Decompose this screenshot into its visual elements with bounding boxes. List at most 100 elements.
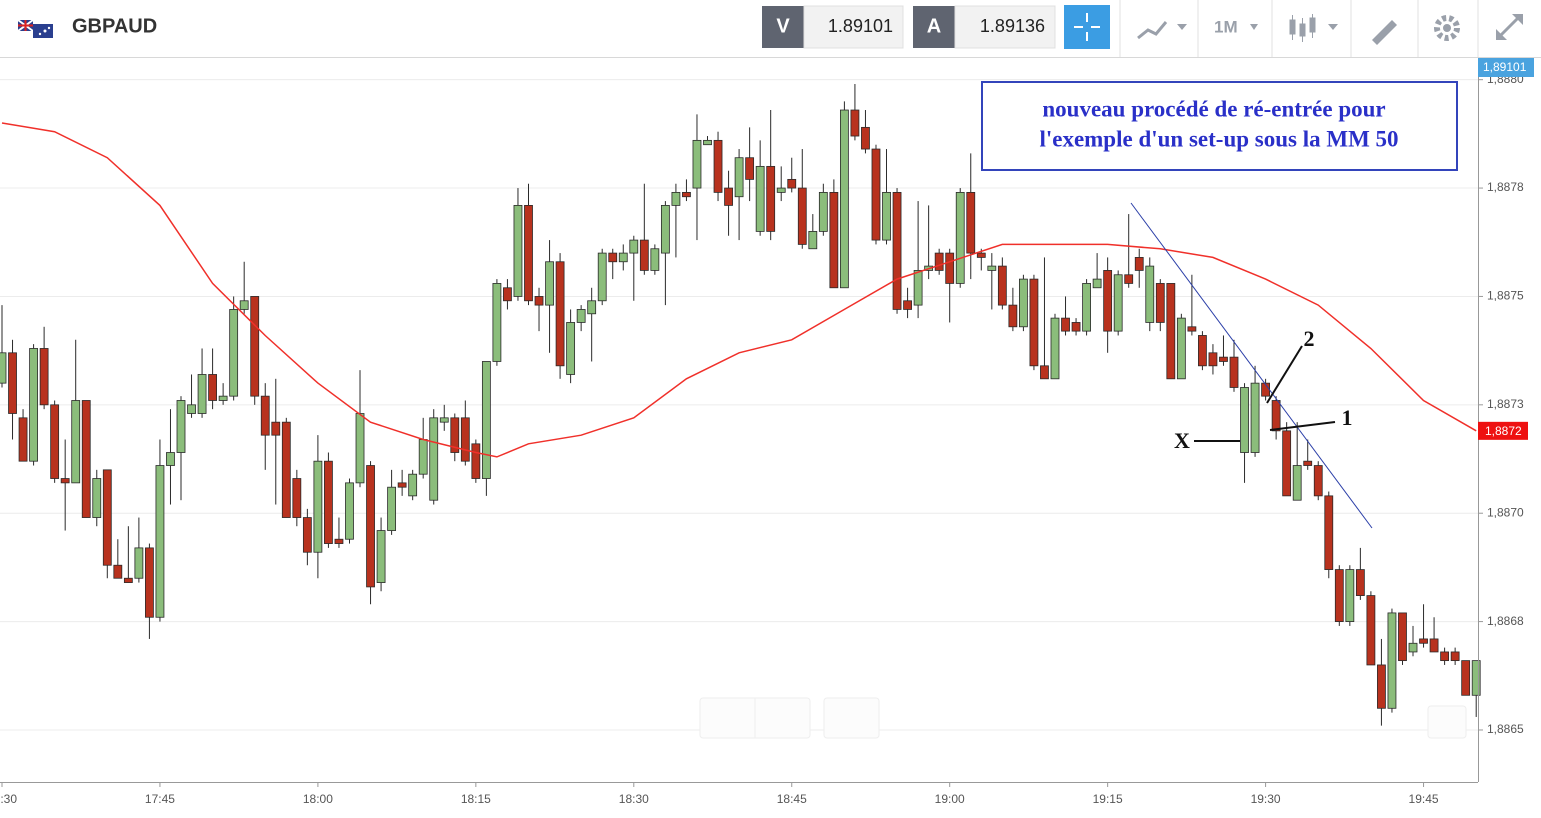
candle-body [1176, 317, 1186, 380]
candle-body [555, 261, 565, 367]
candle-body [123, 577, 133, 583]
chart-type-button[interactable] [1137, 21, 1187, 40]
candle-body [492, 283, 502, 362]
candle-body [1377, 664, 1386, 709]
candle-body [1408, 642, 1418, 653]
candle-body [1471, 660, 1481, 696]
candle-body [1071, 322, 1081, 332]
candle-body [292, 478, 302, 518]
candle-body [260, 395, 270, 436]
candle-body [8, 352, 17, 414]
timeframe[interactable]: 1M [1214, 17, 1238, 36]
candle-body [1113, 274, 1123, 332]
candle-body [913, 270, 923, 306]
candle-body [1282, 430, 1292, 497]
candle-body [934, 252, 944, 271]
x-tick-label: 19:00 [935, 792, 965, 806]
candle-body [366, 465, 375, 588]
symbol: GBPAUD [72, 15, 157, 37]
x-tick-label: 18:00 [303, 792, 333, 806]
candle-body [639, 239, 649, 271]
candle-body [1208, 352, 1218, 367]
bid-button[interactable] [762, 6, 804, 48]
x-tick-label: 18:15 [461, 792, 491, 806]
separators [1119, 0, 1479, 57]
candle-body [1008, 304, 1018, 328]
candle-body [513, 205, 523, 297]
header: GBPAUD V 1.89101 A 1.89136 1M [0, 0, 1541, 58]
candle-body [1187, 326, 1197, 332]
candle-body [187, 404, 196, 414]
candle-body [376, 530, 386, 583]
annotation-text: l'exemple d'un set-up sous la MM 50 [1039, 126, 1398, 151]
candle-body [239, 300, 249, 310]
candle-body [755, 165, 765, 232]
candle-body [439, 417, 449, 423]
candle-body [1313, 465, 1323, 497]
candle-body [229, 309, 239, 397]
candle-body [450, 417, 460, 453]
candle-body [397, 482, 407, 488]
candle-body [113, 564, 123, 579]
plot [0, 84, 1481, 726]
candle-body [608, 252, 618, 263]
candle-body [766, 165, 776, 232]
marker-label: 2 [1304, 326, 1315, 351]
bottom-controls [699, 697, 1467, 739]
candle-body [892, 191, 902, 310]
candle-body [1440, 651, 1450, 662]
timeframe-caret [1250, 24, 1258, 30]
candle-body [987, 265, 997, 271]
candle-body [566, 322, 576, 375]
flag [17, 19, 53, 38]
candle-body [1334, 569, 1344, 622]
candle-body [302, 517, 312, 553]
candle-body [481, 361, 491, 479]
candle-body [1103, 270, 1113, 332]
candle-body [966, 191, 976, 254]
candle-body [534, 296, 544, 306]
candle-body [1040, 365, 1049, 380]
candle-body [39, 348, 49, 406]
ask-letter: A [927, 15, 941, 37]
settings-icon[interactable] [1434, 15, 1460, 41]
reset-control[interactable] [823, 697, 880, 739]
settings-hub [1443, 24, 1451, 32]
candle-body [839, 109, 849, 289]
x-tick-label: 17:45 [145, 792, 175, 806]
candle-body [682, 191, 691, 198]
candle-body [1429, 638, 1439, 653]
draw-tool-icon[interactable] [1372, 20, 1397, 45]
candle-body [0, 352, 7, 384]
candle-icon[interactable] [1289, 14, 1338, 42]
fullscreen-icon[interactable] [1496, 14, 1523, 40]
ask-button[interactable] [913, 6, 955, 48]
crosshair-button[interactable] [1064, 5, 1110, 49]
x-tick-label: 19:15 [1093, 792, 1123, 806]
candle-body [197, 374, 207, 414]
x-tick-label: 19:30 [1251, 792, 1281, 806]
trend-line [1130, 202, 1373, 529]
candle-body [1092, 278, 1102, 289]
candle-body [324, 460, 333, 544]
candle-body [787, 178, 797, 189]
bid-tag [1478, 58, 1534, 77]
candle-body [818, 191, 828, 232]
candle-body [429, 417, 439, 501]
candle-body [882, 191, 891, 241]
candle-body [355, 413, 365, 484]
x-tick-label: 17:30 [0, 792, 17, 806]
candle-body [92, 478, 102, 518]
candle-body [576, 309, 586, 323]
candle-body [471, 443, 481, 479]
ma-value-tag [1478, 421, 1528, 440]
candle-body [861, 126, 870, 150]
candle-body [1324, 495, 1334, 570]
scroll-control[interactable] [1427, 705, 1467, 739]
candle-body [1355, 569, 1365, 596]
candle-body [1366, 595, 1376, 666]
candle-body [850, 109, 860, 137]
candle-body [1134, 257, 1144, 271]
candle-body [218, 395, 228, 401]
